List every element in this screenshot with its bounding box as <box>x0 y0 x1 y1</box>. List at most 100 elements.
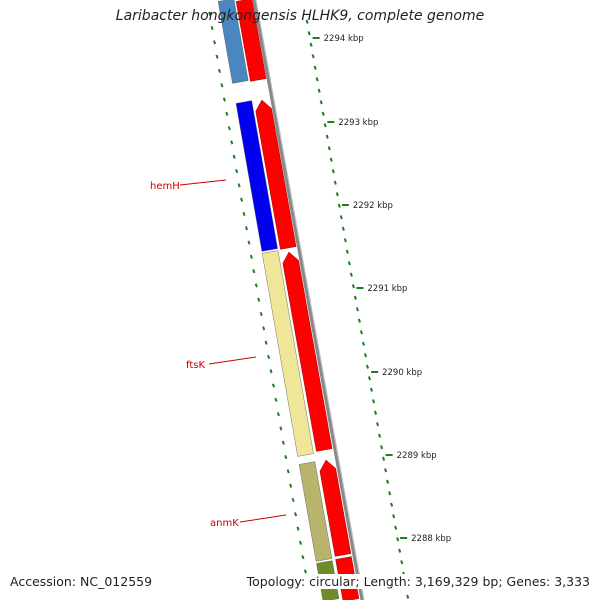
minor-tick <box>355 307 359 312</box>
major-tick: 2289 kbp <box>385 451 437 461</box>
forward-gene-arrow <box>282 251 333 452</box>
inner-minor-tick <box>267 354 271 360</box>
gene-label-leader <box>208 356 257 365</box>
minor-tick <box>398 548 402 553</box>
forward-gene-arrow <box>235 0 267 82</box>
inner-minor-tick <box>296 526 300 531</box>
inner-minor-tick <box>242 211 246 217</box>
inner-minor-tick <box>298 540 303 545</box>
inner-minor-tick <box>232 154 236 159</box>
minor-tick <box>371 399 376 404</box>
minor-tick <box>384 468 388 473</box>
inner-minor-tick <box>289 483 293 488</box>
inner-minor-tick <box>271 383 276 388</box>
backbone-layer <box>252 0 365 600</box>
minor-tick <box>388 491 392 496</box>
minor-tick <box>321 111 325 116</box>
inner-minor-tick <box>240 197 244 202</box>
tick-label: 2291 kbp <box>367 284 407 294</box>
accession-text: Accession: NC_012559 <box>8 574 155 589</box>
genome-summary: Topology: circular; Length: 3,169,329 bp… <box>244 574 592 589</box>
minor-tick <box>309 42 313 47</box>
tick-label: 2288 kbp <box>411 534 451 544</box>
tick-label: 2294 kbp <box>324 34 364 44</box>
major-tick: 2292 kbp <box>341 201 393 211</box>
major-tick: 2291 kbp <box>356 284 407 294</box>
gene-layer <box>217 0 360 600</box>
minor-tick <box>394 525 398 530</box>
genome-backbone-shadow <box>255 0 365 600</box>
reverse-gene-block <box>217 0 249 84</box>
inner-minor-tick <box>291 497 295 503</box>
inner-minor-tick <box>279 426 283 431</box>
inner-minor-tick <box>281 440 285 445</box>
minor-tick <box>323 123 327 128</box>
minor-tick <box>305 19 309 24</box>
minor-tick <box>339 215 343 220</box>
minor-tick <box>311 54 315 59</box>
minor-tick <box>378 433 382 438</box>
major-tick: 2290 kbp <box>371 368 422 378</box>
map-title: Laribacter hongkongensis HLHK9, complete… <box>115 8 485 24</box>
inner-minor-tick <box>301 555 305 560</box>
minor-tick <box>406 594 410 599</box>
gene-label-text: hemH <box>150 181 180 192</box>
inner-minor-tick <box>213 40 217 45</box>
minor-tick <box>369 387 374 392</box>
major-tick: 2294 kbp <box>312 34 364 44</box>
minor-tick <box>337 203 341 208</box>
inner-minor-tick <box>230 140 234 145</box>
minor-tick <box>396 537 400 542</box>
minor-tick <box>380 445 384 450</box>
minor-tick <box>386 479 390 484</box>
inner-minor-tick <box>237 183 241 188</box>
minor-tick <box>331 169 335 174</box>
minor-tick <box>307 31 311 36</box>
reverse-gene-block <box>261 250 314 457</box>
inner-minor-tick <box>220 83 224 88</box>
gene-label-leader <box>179 179 227 186</box>
inner-minor-tick <box>264 340 268 345</box>
inner-minor-tick <box>259 311 263 317</box>
inner-minor-tick <box>208 11 212 16</box>
minor-tick <box>335 192 339 197</box>
minor-tick <box>392 514 396 519</box>
minor-tick <box>375 422 380 427</box>
major-tick: 2293 kbp <box>327 118 378 128</box>
minor-tick <box>357 318 361 323</box>
minor-tick <box>319 100 323 105</box>
forward-gene-arrow <box>319 459 352 557</box>
inner-minor-tick <box>294 512 298 517</box>
minor-tick <box>361 341 365 346</box>
inner-minor-tick <box>269 369 273 374</box>
major-tick: 2288 kbp <box>400 534 451 544</box>
minor-tick <box>400 560 404 565</box>
tick-layer: 2294 kbp 2293 kbp 2292 kbp 2291 kbp 2290 kbp… <box>208 11 451 599</box>
inner-minor-tick <box>210 25 214 31</box>
genome-backbone <box>252 0 364 600</box>
minor-tick <box>333 180 337 185</box>
inner-minor-tick <box>303 569 307 574</box>
label-layer: hemH ftsK anmK <box>150 179 287 529</box>
minor-tick <box>365 364 370 369</box>
inner-minor-tick <box>274 397 278 402</box>
minor-tick <box>390 502 394 507</box>
tick-label: 2292 kbp <box>353 201 393 211</box>
minor-tick <box>349 272 353 277</box>
inner-minor-tick <box>284 454 288 460</box>
minor-tick <box>373 410 378 415</box>
gene-label-leader <box>239 514 287 523</box>
tick-label: 2289 kbp <box>397 451 437 461</box>
minor-tick <box>341 226 345 231</box>
gene-label-text: anmK <box>210 518 239 529</box>
minor-tick <box>347 261 351 266</box>
inner-minor-tick <box>222 97 226 102</box>
inner-minor-tick <box>217 68 222 74</box>
inner-minor-tick <box>252 269 256 274</box>
minor-tick <box>345 249 349 254</box>
minor-tick <box>315 77 319 82</box>
gene-label: hemH <box>150 179 227 192</box>
minor-tick <box>353 295 357 300</box>
inner-minor-tick <box>227 126 231 131</box>
